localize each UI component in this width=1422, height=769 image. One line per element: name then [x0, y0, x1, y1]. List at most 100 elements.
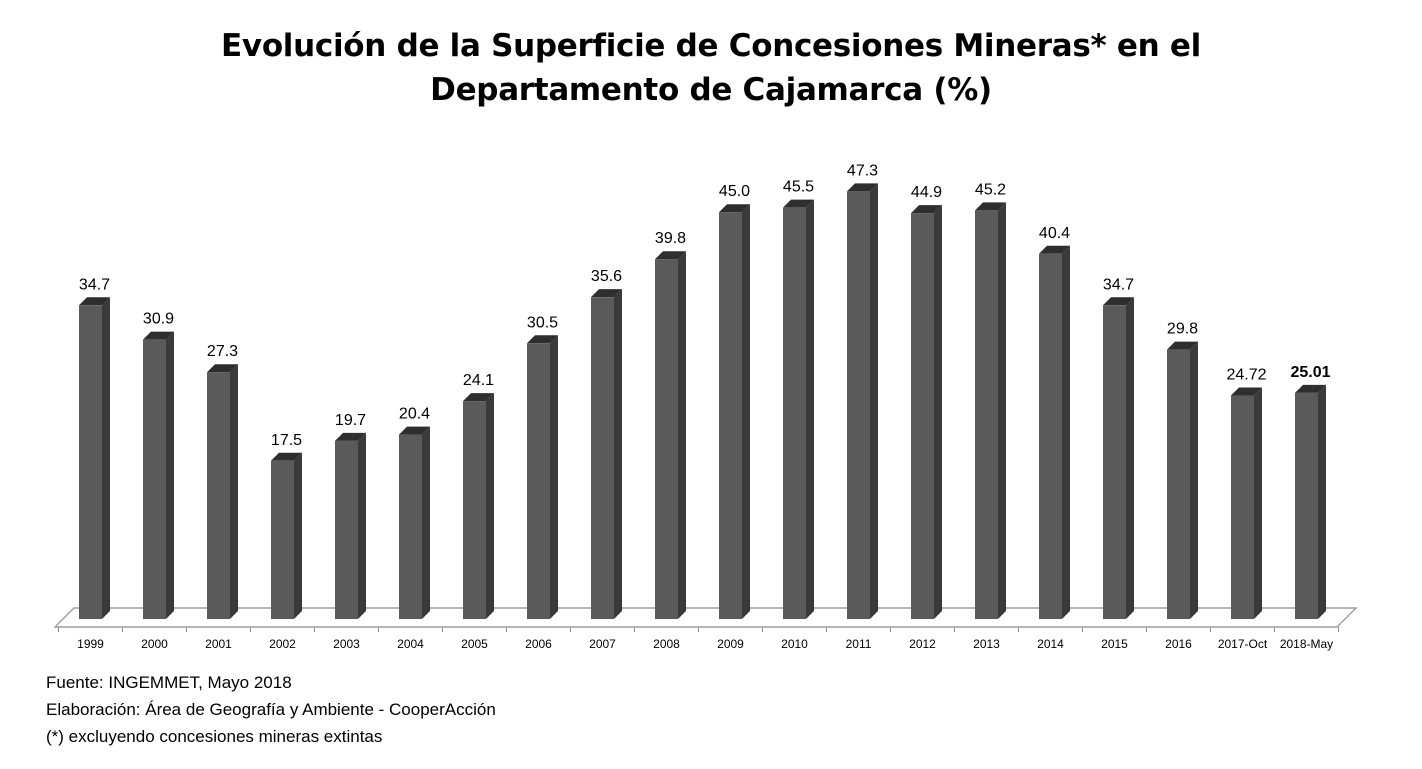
bar-top — [975, 202, 1006, 211]
x-tick-label: 2015 — [1101, 637, 1128, 651]
data-label: 34.7 — [1103, 276, 1134, 293]
data-label: 24.72 — [1226, 367, 1266, 384]
bar-top — [79, 297, 110, 306]
bar — [783, 207, 806, 619]
data-label: 25.01 — [1290, 364, 1330, 381]
bar — [911, 213, 934, 619]
bar — [591, 297, 614, 619]
x-tick-label: 2014 — [1037, 637, 1064, 651]
x-tick-label: 2002 — [269, 637, 296, 651]
bar — [719, 212, 742, 619]
data-label: 34.7 — [79, 276, 110, 293]
bar-side — [358, 432, 366, 619]
bar-side — [1254, 387, 1262, 619]
bar — [1231, 395, 1254, 619]
bar — [79, 305, 102, 619]
bar-top — [463, 393, 494, 402]
x-tick-label: 2013 — [973, 637, 1000, 651]
data-label: 40.4 — [1039, 225, 1070, 242]
bar-top — [847, 183, 878, 192]
x-tick-label: 2005 — [461, 637, 488, 651]
source-note: Fuente: INGEMMET, Mayo 2018 — [46, 673, 292, 692]
x-tick-label: 2010 — [781, 637, 808, 651]
data-label: 39.8 — [655, 230, 686, 247]
bar — [975, 210, 998, 619]
bar-side — [102, 297, 110, 619]
bar-side — [806, 199, 814, 619]
data-label: 30.9 — [143, 311, 174, 328]
bar-side — [998, 202, 1006, 619]
bar — [399, 434, 422, 619]
x-tick-label: 2001 — [205, 637, 232, 651]
chart-title: Evolución de la Superficie de Concesione… — [0, 24, 1422, 112]
chart-notes: Fuente: INGEMMET, Mayo 2018 Elaboración:… — [46, 669, 496, 750]
bar — [1295, 392, 1318, 619]
data-label: 19.7 — [335, 412, 366, 429]
x-tick-label: 2012 — [909, 637, 936, 651]
bar-side — [742, 204, 750, 619]
x-tick-label: 2007 — [589, 637, 616, 651]
bar-side — [614, 289, 622, 619]
chart-title-line-1: Evolución de la Superficie de Concesione… — [221, 28, 1201, 64]
bar-side — [166, 331, 174, 619]
bar — [335, 440, 358, 619]
bar-top — [207, 364, 238, 373]
bar-top — [143, 331, 174, 340]
data-label: 30.5 — [527, 314, 558, 331]
bar-side — [934, 205, 942, 619]
x-tick-label: 2004 — [397, 637, 424, 651]
x-tick-label: 2018-May — [1280, 637, 1333, 651]
bar-side — [550, 335, 558, 619]
bar-side — [486, 393, 494, 619]
data-label: 45.2 — [975, 181, 1006, 198]
chart-floor — [53, 607, 1358, 628]
bar-top — [1167, 341, 1198, 350]
x-tick-label: 1999 — [77, 637, 104, 651]
bar-side — [1190, 341, 1198, 619]
bar-top — [271, 452, 302, 461]
data-label: 27.3 — [207, 343, 238, 360]
x-tick-label: 2008 — [653, 637, 680, 651]
bar-top — [655, 251, 686, 260]
bar-side — [1318, 384, 1326, 619]
bar-top — [1295, 384, 1326, 393]
data-label: 44.9 — [911, 184, 942, 201]
bar-side — [1126, 297, 1134, 619]
bar-top — [911, 205, 942, 214]
bar — [1167, 349, 1190, 619]
x-tick-label: 2011 — [846, 637, 872, 651]
bar-top — [399, 426, 430, 435]
bar — [527, 343, 550, 619]
bar-top — [527, 335, 558, 344]
bar-top — [335, 432, 366, 441]
bar-top — [591, 289, 622, 298]
data-label: 45.0 — [719, 183, 750, 200]
bar — [143, 339, 166, 619]
x-tick-label: 2009 — [717, 637, 744, 651]
data-label: 20.4 — [399, 406, 430, 423]
bar-top — [1039, 245, 1070, 254]
bar-side — [294, 452, 302, 619]
bar-side — [422, 426, 430, 619]
x-tick-label: 2006 — [525, 637, 552, 651]
data-label: 47.3 — [847, 162, 878, 179]
data-label: 29.8 — [1167, 321, 1198, 338]
bar-top — [1231, 387, 1262, 396]
bar-top — [1103, 297, 1134, 306]
bar-side — [870, 183, 878, 619]
bar-side — [1062, 245, 1070, 619]
footnote: (*) excluyendo concesiones mineras extin… — [46, 727, 383, 746]
elaboration-note: Elaboración: Área de Geografía y Ambient… — [46, 700, 496, 719]
bar-top — [719, 204, 750, 213]
bar — [207, 372, 230, 619]
bar — [847, 191, 870, 619]
bar-side — [230, 364, 238, 619]
x-tick-label: 2016 — [1165, 637, 1192, 651]
data-label: 45.5 — [783, 179, 814, 196]
bar — [1039, 253, 1062, 619]
bar — [655, 259, 678, 619]
bar-side — [678, 251, 686, 619]
x-tick-label: 2003 — [333, 637, 360, 651]
bar-top — [783, 199, 814, 208]
